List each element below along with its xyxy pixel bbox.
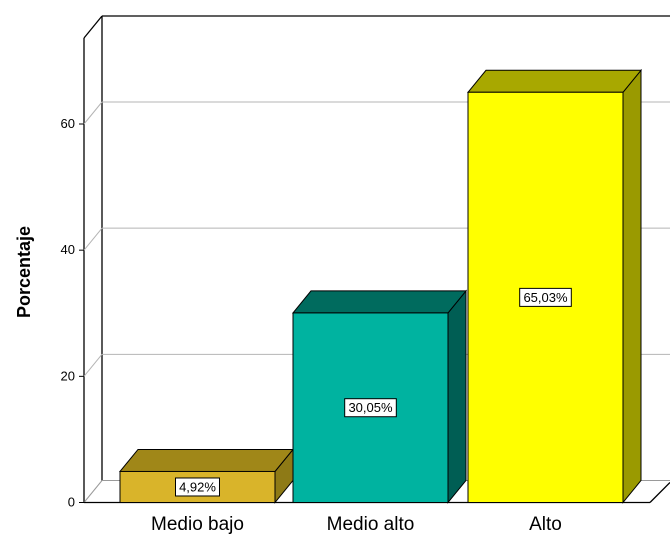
y-tick-label: 20 xyxy=(61,368,75,383)
data-label: 65,03% xyxy=(523,290,568,305)
bar-top-1 xyxy=(291,290,468,314)
bar-top-2 xyxy=(466,69,643,93)
y-tick-label: 40 xyxy=(61,242,75,257)
data-label: 30,05% xyxy=(348,400,393,415)
bar-top-0 xyxy=(118,448,295,472)
data-label-box-2 xyxy=(519,287,572,307)
bar-side-1 xyxy=(447,289,467,504)
y-axis-title: Porcentaje xyxy=(14,226,34,318)
y-tick-label: 60 xyxy=(61,116,75,131)
side-wall-top-edge xyxy=(83,15,103,39)
labels-layer: 0 20 40 60 4,92% Medio bajo 30,05% Medio alto 65… xyxy=(61,116,572,535)
data-label-box-1 xyxy=(344,398,397,418)
bars-layer xyxy=(118,68,643,504)
floor-right-edge xyxy=(649,482,670,503)
bar-side-2 xyxy=(622,68,642,504)
floor-left-edge xyxy=(83,480,103,503)
data-label-box-0 xyxy=(175,477,220,497)
gridline-side-20 xyxy=(83,354,103,377)
x-tick-label: Alto xyxy=(529,514,562,535)
x-tick-label: Medio bajo xyxy=(151,514,244,535)
data-label: 4,92% xyxy=(179,479,216,494)
gridline-side-40 xyxy=(83,227,103,251)
gridline-side-60 xyxy=(83,101,103,125)
x-tick-label: Medio alto xyxy=(327,514,415,535)
y-tick-label: 0 xyxy=(68,495,75,510)
